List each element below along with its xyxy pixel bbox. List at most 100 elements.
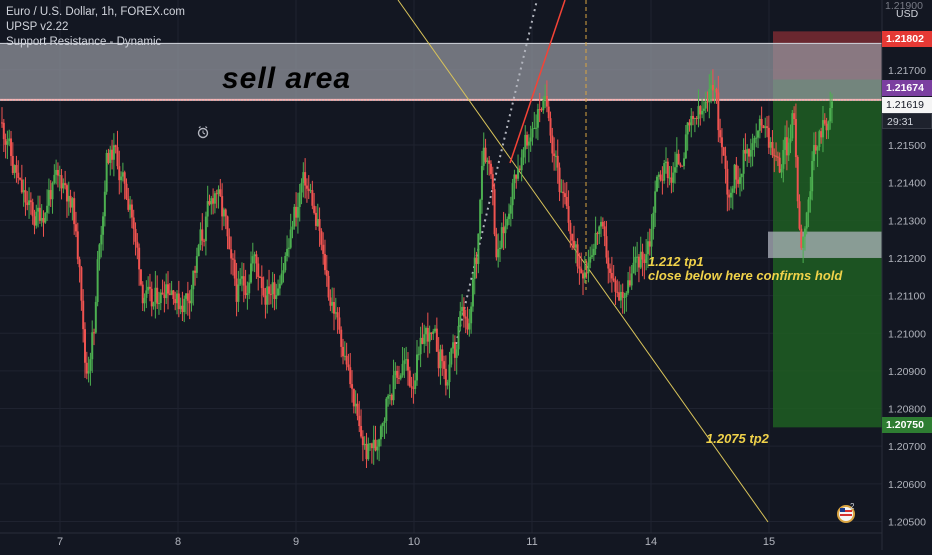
candle-body: [89, 359, 92, 371]
candle-body: [159, 292, 162, 304]
candle-body: [65, 185, 68, 202]
candle-body: [195, 256, 198, 273]
red-trendline[interactable]: [509, 0, 566, 164]
candle-body: [264, 295, 267, 305]
x-tick-label: 7: [57, 536, 63, 548]
candle-body: [477, 233, 480, 264]
candle-body: [713, 89, 716, 91]
currency-label[interactable]: USD: [896, 8, 919, 20]
candle-body: [352, 388, 355, 407]
candle-body: [636, 256, 639, 258]
candle-body: [621, 291, 624, 298]
candle-body: [468, 323, 471, 330]
y-tick-label: 1.21000: [888, 328, 926, 340]
candle-body: [197, 245, 200, 257]
candle-body: [392, 375, 395, 401]
candle-body: [291, 226, 294, 230]
candle-body: [147, 286, 150, 291]
candle-body: [194, 270, 197, 273]
candle-body: [634, 256, 637, 263]
candle-body: [302, 172, 305, 184]
candle-body: [735, 164, 738, 180]
candle-body: [333, 302, 335, 314]
candle-body: [421, 337, 424, 344]
indicator-support-resistance[interactable]: Support Resistance - Dynamic: [6, 36, 162, 48]
tp1-note-line2[interactable]: close below here confirms hold: [648, 268, 843, 283]
candle-body: [221, 196, 224, 217]
y-tick-label: 1.20900: [888, 366, 926, 378]
indicator-upsp[interactable]: UPSP v2.22: [6, 21, 69, 33]
candle-body: [78, 259, 81, 268]
candle-body: [300, 183, 303, 193]
candle-body: [683, 158, 686, 166]
y-tick-label: 1.21400: [888, 178, 926, 190]
candle-body: [376, 446, 379, 451]
candle-body: [121, 172, 124, 177]
candle-body: [40, 218, 43, 221]
candle-body: [526, 134, 529, 146]
yellow-trendline[interactable]: [397, 0, 769, 523]
candles: [1, 69, 833, 469]
candle-body: [464, 316, 467, 319]
tp1-note-line1[interactable]: 1.212 tp1: [648, 254, 704, 269]
candle-body: [812, 145, 815, 161]
candle-body: [136, 241, 139, 248]
candle-body: [506, 219, 509, 226]
candle-body: [536, 109, 539, 128]
candle-body: [343, 355, 346, 357]
candle-body: [167, 284, 169, 294]
candle-body: [289, 229, 292, 248]
candle-body: [370, 443, 373, 449]
candle-body: [139, 269, 142, 285]
candle-body: [397, 377, 400, 379]
candle-body: [540, 109, 543, 111]
candle-body: [569, 222, 572, 234]
dotted-trendline[interactable]: [455, 0, 538, 345]
sell-area-zone[interactable]: [0, 43, 882, 100]
candle-body: [183, 298, 186, 313]
candle-body: [280, 273, 283, 284]
candle-body: [394, 370, 397, 376]
candle-body: [571, 233, 574, 241]
candle-body: [545, 95, 548, 107]
candle-body: [91, 332, 94, 360]
candle-body: [237, 284, 240, 302]
candle-body: [794, 119, 797, 158]
candle-body: [190, 289, 193, 304]
candle-body: [58, 175, 61, 177]
candle-body: [663, 163, 666, 181]
us-flag-event-icon[interactable]: 2: [837, 502, 855, 523]
candle-body: [293, 206, 296, 227]
candle-body: [565, 196, 568, 207]
candle-body: [628, 280, 631, 286]
candle-body: [85, 362, 88, 374]
candle-body: [831, 101, 833, 109]
tp1-box[interactable]: [768, 231, 882, 258]
time-axis[interactable]: [0, 533, 882, 550]
candle-body: [800, 228, 803, 248]
candle-body: [71, 198, 74, 208]
candle-body: [419, 337, 422, 355]
candle-body: [379, 426, 382, 440]
candle-body: [547, 106, 550, 119]
candle-body: [185, 293, 188, 299]
candle-body: [311, 190, 314, 206]
candle-body: [13, 165, 16, 174]
candle-body: [504, 225, 507, 234]
candle-body: [405, 359, 408, 361]
candle-body: [111, 149, 114, 160]
sell-area-label[interactable]: sell area: [222, 62, 352, 95]
current-price-tag: 1.21619: [882, 97, 932, 113]
tp2-note[interactable]: 1.2075 tp2: [706, 431, 769, 446]
candle-body: [208, 201, 211, 205]
candle-body: [235, 278, 238, 302]
candle-body: [820, 131, 823, 138]
alarm-clock-icon[interactable]: [197, 126, 209, 139]
candle-body: [28, 200, 31, 206]
candle-body: [486, 160, 489, 162]
candle-body: [403, 360, 406, 364]
candle-body: [749, 150, 752, 157]
candle-body: [417, 354, 420, 356]
